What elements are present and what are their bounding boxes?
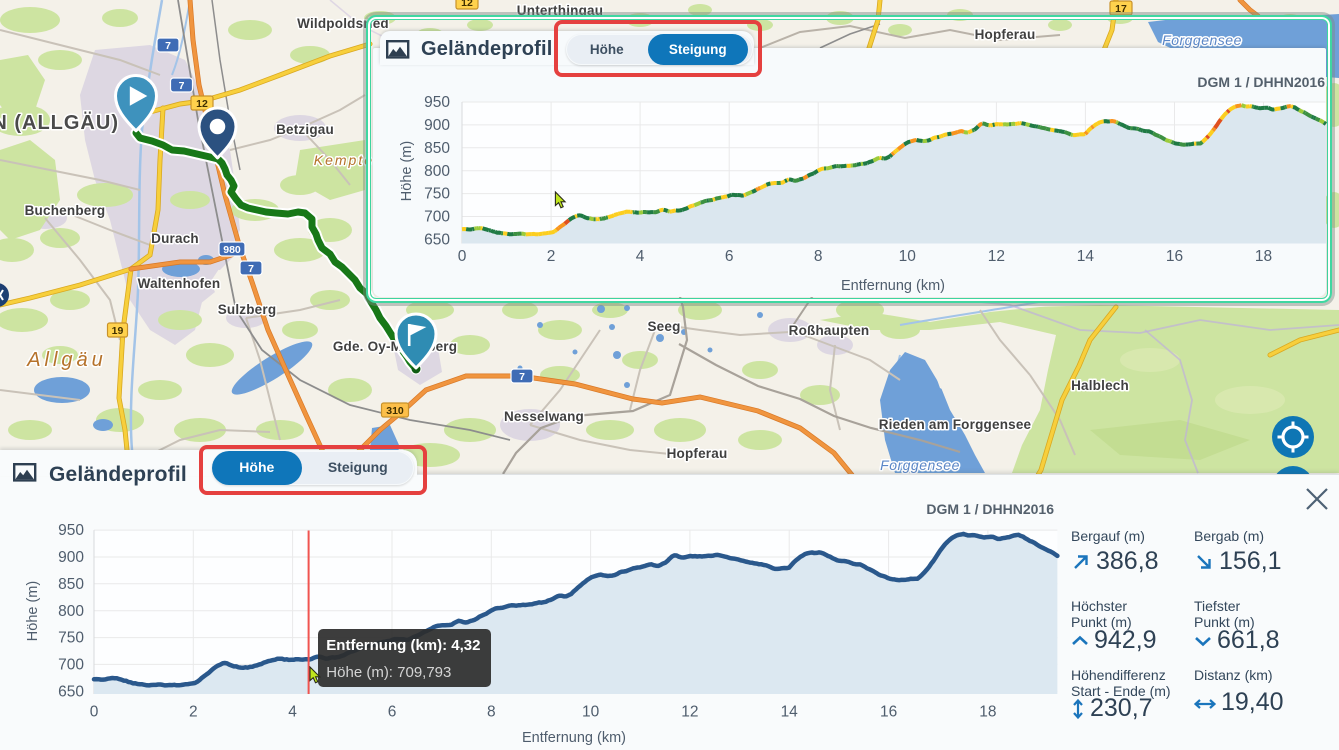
svg-text:10: 10 (899, 248, 917, 265)
svg-text:19: 19 (112, 325, 124, 337)
svg-text:KEMPTEN (ALLGÄU): KEMPTEN (ALLGÄU) (0, 111, 119, 134)
svg-text:850: 850 (58, 576, 84, 593)
svg-text:18: 18 (1255, 248, 1272, 265)
svg-text:950: 950 (58, 522, 84, 539)
svg-text:Entfernung (km): Entfernung (km) (522, 730, 626, 746)
svg-text:900: 900 (424, 117, 450, 134)
svg-text:12: 12 (681, 704, 698, 721)
svg-text:16: 16 (1166, 248, 1183, 265)
svg-text:Höhe (m): Höhe (m) (399, 141, 415, 201)
svg-text:800: 800 (58, 603, 84, 620)
svg-text:7: 7 (248, 263, 254, 275)
svg-text:2: 2 (547, 248, 556, 265)
svg-text:12: 12 (988, 248, 1005, 265)
svg-text:Hopferau: Hopferau (975, 27, 1036, 42)
svg-text:14: 14 (781, 704, 799, 721)
svg-text:750: 750 (424, 186, 450, 203)
svg-text:Rieden am Forggensee: Rieden am Forggensee (879, 417, 1032, 432)
svg-text:18: 18 (979, 704, 996, 721)
svg-text:Entfernung (km): Entfernung (km) (841, 278, 945, 294)
svg-text:Höhe (m): Höhe (m) (25, 581, 41, 641)
svg-text:Seeg: Seeg (647, 319, 680, 334)
svg-text:8: 8 (814, 248, 823, 265)
svg-text:DGM 1 / DHHN2016: DGM 1 / DHHN2016 (1197, 74, 1325, 90)
svg-text:Nesselwang: Nesselwang (504, 409, 584, 424)
svg-text:Halblech: Halblech (1071, 378, 1129, 393)
svg-text:16: 16 (880, 704, 897, 721)
svg-text:12: 12 (196, 98, 208, 110)
svg-text:Durach: Durach (151, 231, 199, 246)
svg-text:Allgäu: Allgäu (26, 349, 107, 371)
svg-text:700: 700 (424, 209, 450, 226)
svg-text:Forggensee: Forggensee (880, 457, 960, 473)
svg-text:DGM 1 / DHHN2016: DGM 1 / DHHN2016 (926, 501, 1054, 517)
svg-text:310: 310 (386, 405, 404, 417)
svg-text:7: 7 (179, 80, 185, 92)
svg-text:900: 900 (58, 549, 84, 566)
svg-text:Betzigau: Betzigau (276, 122, 334, 137)
svg-text:Buchenberg: Buchenberg (25, 203, 106, 218)
svg-text:750: 750 (58, 630, 84, 647)
svg-text:Roßhaupten: Roßhaupten (789, 323, 870, 338)
svg-text:10: 10 (582, 704, 600, 721)
svg-text:850: 850 (424, 140, 450, 157)
svg-text:0: 0 (90, 704, 99, 721)
svg-text:4: 4 (636, 248, 645, 265)
svg-text:650: 650 (424, 231, 450, 248)
svg-text:Sulzberg: Sulzberg (218, 302, 277, 317)
svg-text:6: 6 (388, 704, 397, 721)
svg-text:4: 4 (288, 704, 297, 721)
svg-text:6: 6 (725, 248, 734, 265)
svg-text:Hopferau: Hopferau (667, 446, 728, 461)
svg-text:12: 12 (461, 0, 473, 9)
svg-text:950: 950 (424, 94, 450, 111)
svg-text:2: 2 (189, 704, 198, 721)
svg-text:650: 650 (58, 683, 84, 700)
svg-text:800: 800 (424, 163, 450, 180)
svg-text:700: 700 (58, 656, 84, 673)
svg-text:Forggensee: Forggensee (1162, 32, 1242, 48)
svg-text:14: 14 (1077, 248, 1095, 265)
svg-text:17: 17 (1115, 3, 1127, 15)
svg-text:7: 7 (165, 40, 171, 52)
svg-text:Waltenhofen: Waltenhofen (138, 276, 221, 291)
svg-text:980: 980 (223, 244, 241, 256)
svg-text:8: 8 (487, 704, 496, 721)
svg-text:0: 0 (458, 248, 467, 265)
svg-text:7: 7 (519, 371, 525, 383)
